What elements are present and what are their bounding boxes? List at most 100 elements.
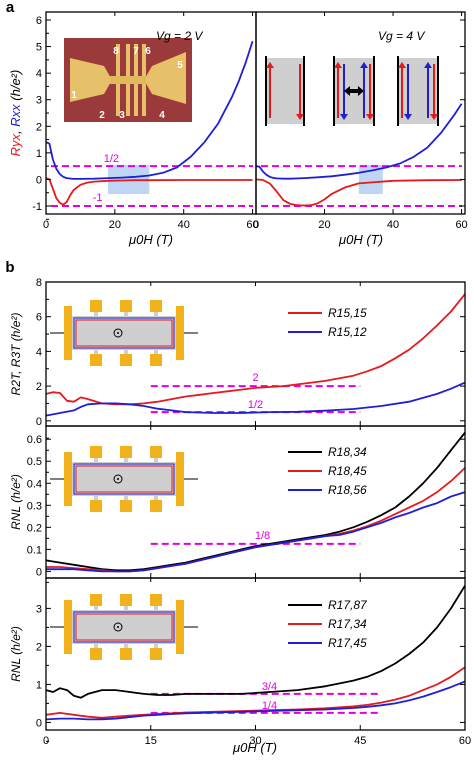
lead-label-1: 1 bbox=[71, 90, 77, 101]
x-tick-label: 40 bbox=[387, 219, 399, 231]
contact-arm bbox=[94, 350, 98, 354]
contact-arm bbox=[94, 312, 98, 316]
y-tick-label: 4 bbox=[36, 68, 42, 80]
edge-arrow-head bbox=[296, 114, 304, 120]
contact-arm bbox=[154, 606, 158, 610]
edge-arrow-head bbox=[398, 62, 406, 68]
x-tick-label: 60 bbox=[459, 735, 471, 747]
x-tick-label: 0 bbox=[43, 219, 49, 231]
field-symbol bbox=[113, 328, 123, 338]
y-tick-label: 0.1 bbox=[27, 544, 42, 556]
contact-arm bbox=[124, 458, 128, 462]
panel-b-label: b bbox=[5, 259, 14, 276]
top-lead-3 bbox=[142, 44, 146, 76]
contact-arm bbox=[94, 458, 98, 462]
plot-frame bbox=[255, 11, 466, 215]
contact-arm bbox=[124, 350, 128, 354]
series-line-Ryx bbox=[45, 177, 253, 206]
contact-top-2 bbox=[150, 594, 162, 606]
series-line-Ryx bbox=[255, 178, 462, 207]
field-symbol-dot bbox=[117, 478, 119, 480]
bottom-lead-2 bbox=[134, 84, 138, 116]
contact-1-1 bbox=[64, 452, 72, 506]
contact-bottom-1 bbox=[120, 500, 132, 512]
lead-pad-right bbox=[144, 52, 186, 104]
channel-2 bbox=[72, 610, 176, 644]
y-axis-title-b-mid: RNL (h/e²) bbox=[9, 474, 23, 530]
legend-label-R17,34: R17,34 bbox=[328, 617, 367, 631]
x-tick-label: 30 bbox=[249, 735, 261, 747]
edge-arrow-head bbox=[334, 62, 342, 68]
y-tick-label: 0.2 bbox=[27, 522, 42, 534]
y-tick-label: 2 bbox=[36, 381, 42, 393]
contact-arm bbox=[124, 644, 128, 648]
series-line-R18,56 bbox=[46, 491, 466, 573]
series-line-Rxx bbox=[45, 40, 254, 180]
x-tick-label: 60 bbox=[246, 219, 258, 231]
channel-0 bbox=[72, 316, 176, 350]
plateau-label-minus-one: -1 bbox=[93, 192, 103, 204]
x-tick-label: 60 bbox=[455, 219, 467, 231]
contact-top-0 bbox=[90, 300, 102, 312]
contact-bottom-1 bbox=[150, 500, 162, 512]
edge-arrow-head bbox=[404, 114, 412, 120]
annotation-vg-left: Vg = 2 V bbox=[156, 29, 203, 43]
bottom-lead-3 bbox=[142, 84, 146, 116]
contact-top-2 bbox=[90, 594, 102, 606]
contact-1-2 bbox=[64, 600, 72, 654]
field-symbol bbox=[113, 622, 123, 632]
y-axis-title-part: Ryx bbox=[8, 133, 23, 156]
contact-arm bbox=[94, 644, 98, 648]
x-tick-label: 45 bbox=[354, 735, 366, 747]
y-axis-title-b-top: R2T, R3T (h/e²) bbox=[9, 313, 23, 396]
legend-label-R17,87: R17,87 bbox=[328, 598, 368, 612]
contact-arm bbox=[154, 644, 158, 648]
legend-label-R18,45: R18,45 bbox=[328, 464, 367, 478]
edge-channel-red bbox=[75, 465, 173, 493]
y-tick-label: 6 bbox=[36, 15, 42, 27]
y-tick-label: 0 bbox=[36, 717, 42, 729]
contact-arm bbox=[154, 350, 158, 354]
field-symbol bbox=[113, 474, 123, 484]
contact-top-0 bbox=[150, 300, 162, 312]
contact-top-0 bbox=[120, 300, 132, 312]
insets-layer bbox=[50, 38, 439, 660]
plateau-label-three-quarters: 3/4 bbox=[262, 681, 277, 693]
series-line-R17,45 bbox=[45, 680, 466, 721]
legend-label-R18,56: R18,56 bbox=[328, 483, 367, 497]
contact-bottom-0 bbox=[90, 354, 102, 366]
contact-5-0 bbox=[176, 306, 184, 360]
top-lead-2 bbox=[134, 44, 138, 76]
edge-channel-blue bbox=[73, 317, 175, 349]
legend-label-R15,12: R15,12 bbox=[328, 325, 367, 339]
y-tick-label: 3 bbox=[36, 603, 42, 615]
x-axis-title-a-right: μ0H (T) bbox=[338, 232, 383, 247]
plot-frame bbox=[45, 577, 466, 731]
contact-bottom-2 bbox=[150, 648, 162, 660]
legend-label-R17,45: R17,45 bbox=[328, 636, 367, 650]
y-tick-label: 2 bbox=[36, 121, 42, 133]
contact-arm bbox=[124, 606, 128, 610]
plateau-label-2: 2 bbox=[252, 372, 258, 384]
lead-label-7: 7 bbox=[133, 46, 139, 57]
y-tick-label: 1 bbox=[36, 148, 42, 160]
lead-label-4: 4 bbox=[159, 110, 165, 121]
edge-channel-blue bbox=[73, 611, 175, 643]
y-tick-label: -1 bbox=[32, 201, 42, 213]
contact-bottom-2 bbox=[120, 648, 132, 660]
y-tick-label: 5 bbox=[36, 42, 42, 54]
edge-arrow-head bbox=[424, 62, 432, 68]
contact-arm bbox=[94, 496, 98, 500]
contact-arm bbox=[154, 458, 158, 462]
x-tick-label: 40 bbox=[178, 219, 190, 231]
contact-1-0 bbox=[64, 306, 72, 360]
hall-bar bbox=[110, 76, 146, 84]
scattering-arrow bbox=[344, 86, 364, 96]
lead-label-2: 2 bbox=[99, 110, 105, 121]
legend-label-R15,15: R15,15 bbox=[328, 306, 367, 320]
series-line-R15,15 bbox=[45, 293, 466, 406]
y-tick-label: 8 bbox=[36, 277, 42, 289]
y-tick-label: 6 bbox=[36, 312, 42, 324]
